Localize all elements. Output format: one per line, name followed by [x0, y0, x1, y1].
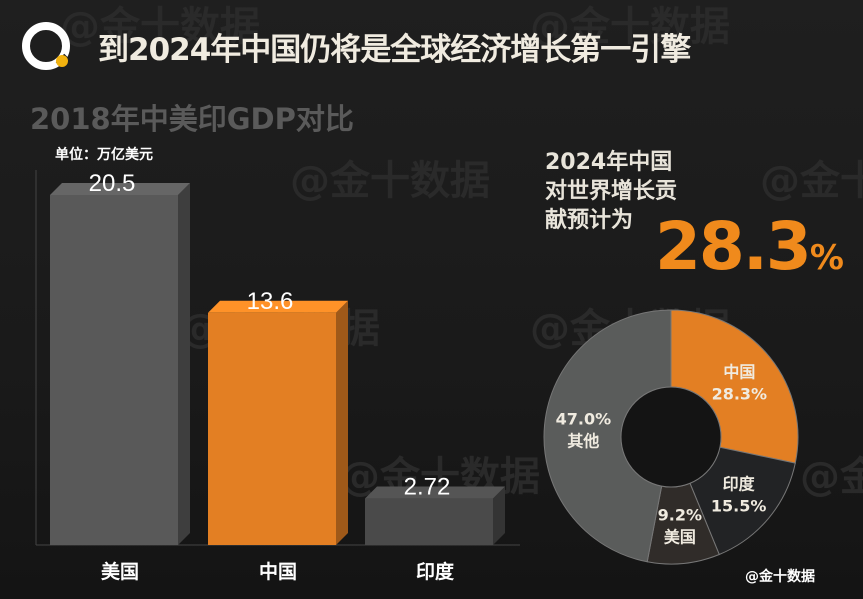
page-title: 到2024年中国仍将是全球经济增长第一引擎 [98, 32, 691, 68]
bar-value-label: 13.6 [247, 288, 294, 315]
bar-2 [365, 498, 493, 545]
bar-chart-title: 2018年中美印GDP对比 [30, 102, 354, 136]
headline-line: 献预计为 [545, 208, 634, 233]
bar-value-label: 20.5 [89, 170, 136, 197]
bar-top [208, 300, 348, 313]
headline-unit: % [809, 238, 844, 278]
slice-label: 印度 [723, 474, 756, 493]
bar-value-label: 2.72 [404, 474, 451, 501]
slice-value: 15.5% [711, 496, 767, 515]
watermark: @金十数据 [290, 158, 490, 204]
headline-line: 对世界增长贡 [545, 179, 678, 204]
slice-label: 美国 [664, 528, 696, 547]
watermark: @金十数据 [530, 4, 730, 50]
logo-icon [22, 22, 75, 73]
contribution-headline: 2024年中国 对世界增长贡 献预计为 [545, 148, 677, 235]
bar-0 [50, 195, 178, 545]
bar-side [493, 486, 505, 545]
watermark: @金十数据 [800, 454, 863, 500]
source-credit: @金十数据 [745, 569, 815, 585]
category-label: 美国 [101, 560, 139, 583]
bar-side [336, 300, 348, 545]
category-label: 中国 [259, 560, 297, 583]
headline-line: 2024年中国 [545, 150, 673, 175]
headline-number: 28.3 [655, 208, 812, 285]
donut-hole [620, 386, 722, 488]
slice-value: 28.3% [712, 385, 768, 404]
bar-1 [208, 312, 336, 545]
category-label: 印度 [416, 560, 455, 583]
slice-value: 9.2% [658, 506, 702, 525]
bar-top [365, 486, 505, 499]
slice-label: 其他 [567, 432, 599, 451]
watermark: @金十数据 [760, 158, 863, 204]
bar-side [178, 183, 190, 545]
slice-value: 47.0% [556, 410, 612, 429]
unit-label: 单位：万亿美元 [55, 147, 153, 163]
bar-top [50, 183, 190, 195]
watermark: @金十数据 [60, 4, 260, 50]
slice-label: 中国 [723, 363, 755, 382]
headline-value: 28.3% [655, 208, 844, 285]
